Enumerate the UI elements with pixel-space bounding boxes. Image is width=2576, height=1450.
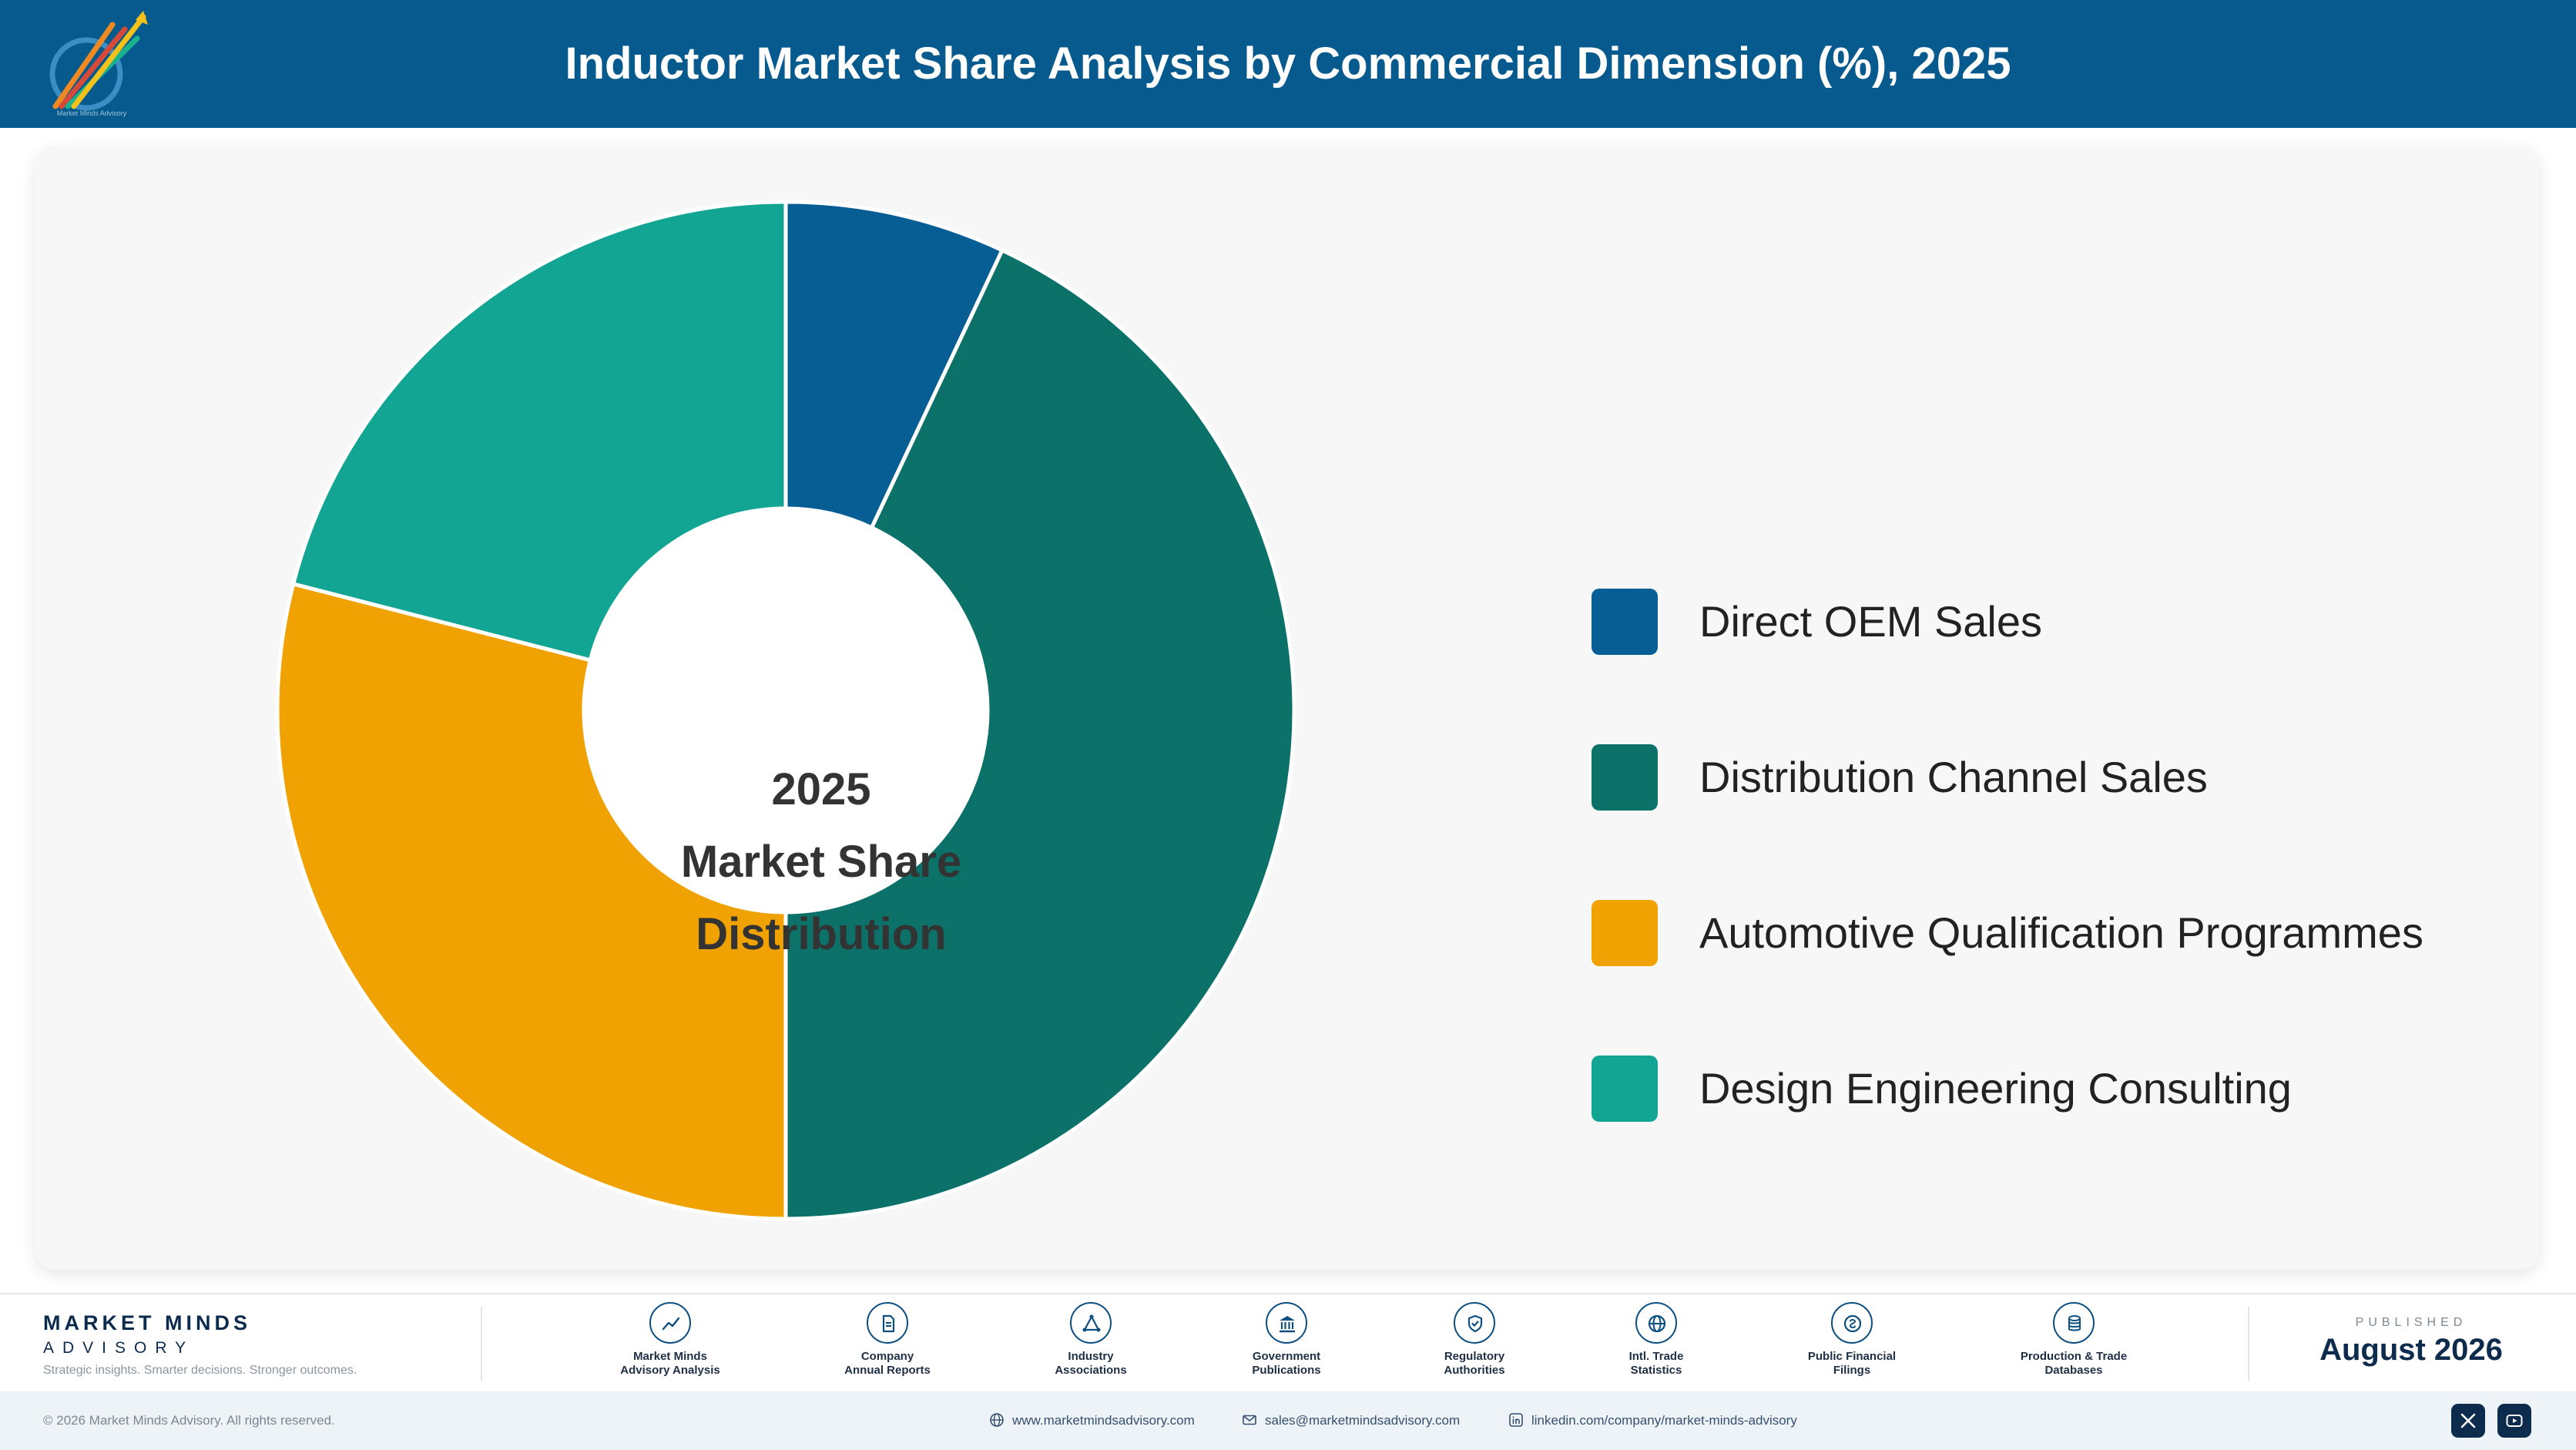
footer-divider <box>481 1307 482 1381</box>
source-company-annual-reports: Company Annual Reports <box>810 1302 964 1378</box>
source-label: Public Financial Filings <box>1807 1350 1897 1377</box>
source-market-minds-analysis: Market Minds Advisory Analysis <box>593 1302 747 1378</box>
x-icon <box>2460 1413 2476 1428</box>
source-label: Company Annual Reports <box>844 1350 931 1377</box>
globe-icon <box>1635 1302 1677 1344</box>
x-button[interactable] <box>2451 1404 2485 1438</box>
footer-divider <box>2248 1307 2249 1381</box>
center-label-line2: Market Share <box>680 837 962 887</box>
youtube-button[interactable] <box>2497 1404 2531 1438</box>
network-icon <box>1070 1302 1112 1344</box>
source-industry-associations: Industry Associations <box>1014 1302 1168 1378</box>
legend-swatch <box>1592 744 1658 811</box>
email-text[interactable]: sales@marketmindsadvisory.com <box>1265 1413 1461 1428</box>
header-bar: Market Minds Advisory Inductor Market Sh… <box>0 0 2576 128</box>
legend-label: Automotive Qualification Programmes <box>1699 908 2423 957</box>
legend-swatch <box>1592 1056 1658 1122</box>
linkedin-link[interactable]: linkedin.com/company/market-minds-adviso… <box>1508 1391 1797 1450</box>
document-icon <box>867 1302 908 1344</box>
legend-label: Direct OEM Sales <box>1699 597 2042 646</box>
source-label: Production & Trade Databases <box>2020 1350 2128 1377</box>
footer-sources-bar: MARKET MINDS ADVISORY Strategic insights… <box>0 1293 2576 1393</box>
shield-check-icon <box>1454 1302 1495 1344</box>
published-label: PUBLISHED <box>2355 1316 2467 1329</box>
copyright-text: © 2026 Market Minds Advisory. All rights… <box>43 1413 335 1428</box>
chart-card: 2025 Market Share Distribution Direct OE… <box>35 146 2539 1270</box>
globe-icon <box>990 1413 1004 1427</box>
donut-hole <box>584 509 988 912</box>
mail-icon <box>1243 1415 1256 1425</box>
logo-caption: Market Minds Advisory <box>56 109 127 117</box>
center-label-line3: Distribution <box>696 909 947 959</box>
footer-contact-bar: © 2026 Market Minds Advisory. All rights… <box>0 1391 2576 1450</box>
brand-subtitle: ADVISORY <box>43 1339 195 1357</box>
database-icon <box>2053 1302 2095 1344</box>
published-date: August 2026 <box>2319 1333 2503 1367</box>
source-regulatory-authorities: Regulatory Authorities <box>1397 1302 1551 1378</box>
website-text[interactable]: www.marketmindsadvisory.com <box>1012 1413 1195 1428</box>
logo <box>39 8 154 123</box>
youtube-icon <box>2506 1415 2523 1427</box>
donut-center-label: 2025 Market Share Distribution <box>621 754 1021 971</box>
linkedin-icon <box>1509 1413 1523 1427</box>
email-link[interactable]: sales@marketmindsadvisory.com <box>1242 1391 1460 1450</box>
source-label: Regulatory Authorities <box>1444 1350 1505 1377</box>
source-production-trade-databases: Production & Trade Databases <box>1997 1302 2151 1378</box>
source-label: Industry Associations <box>1055 1350 1127 1377</box>
brand-name: MARKET MINDS <box>43 1311 251 1334</box>
legend-swatch <box>1592 900 1658 966</box>
source-label: Intl. Trade Statistics <box>1628 1350 1684 1377</box>
trend-line-icon <box>649 1302 691 1344</box>
website-link[interactable]: www.marketmindsadvisory.com <box>989 1391 1195 1450</box>
logo-icon <box>49 11 148 111</box>
legend-swatch <box>1592 589 1658 655</box>
source-intl-trade-statistics: Intl. Trade Statistics <box>1579 1302 1733 1378</box>
linkedin-text[interactable]: linkedin.com/company/market-minds-adviso… <box>1531 1413 1797 1428</box>
legend-label: Design Engineering Consulting <box>1699 1064 2292 1113</box>
center-label-year: 2025 <box>771 764 871 814</box>
source-public-financial-filings: Public Financial Filings <box>1775 1302 1929 1378</box>
brand-tagline: Strategic insights. Smarter decisions. S… <box>43 1364 357 1377</box>
source-label: Government Publications <box>1252 1350 1321 1377</box>
coin-icon <box>1831 1302 1873 1344</box>
donut-chart <box>275 200 1296 1221</box>
government-building-icon <box>1266 1302 1307 1344</box>
chart-title: Inductor Market Share Analysis by Commer… <box>565 39 2011 89</box>
source-government-publications: Government Publications <box>1209 1302 1363 1378</box>
source-label: Market Minds Advisory Analysis <box>620 1350 720 1377</box>
legend-label: Distribution Channel Sales <box>1699 753 2208 801</box>
